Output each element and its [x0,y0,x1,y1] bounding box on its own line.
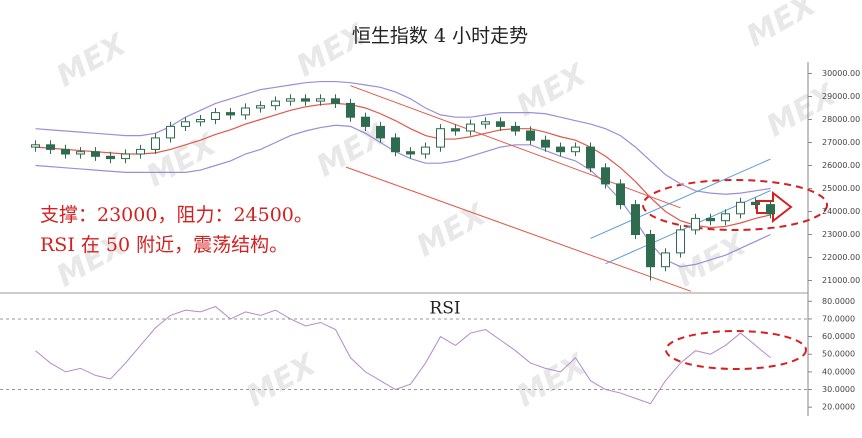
candle-body [331,98,340,104]
candle-body [496,121,505,127]
candle-body [556,146,565,153]
y-tick-label: 40.0000 [822,367,855,376]
candle-body [256,105,265,109]
candle-body [391,137,400,153]
candle-body [526,130,535,141]
candle-body [691,217,700,231]
candle-body [286,98,295,102]
y-tick-label: 30000.00 [822,69,860,78]
watermark: MEX [761,76,844,144]
candle-body [436,128,445,148]
y-tick-label: 22000.00 [822,253,860,262]
y-tick-label: 24000.00 [822,207,860,216]
candle-body [61,148,70,155]
candle-body [586,146,595,169]
trend-line [345,166,692,292]
candle-body [631,204,640,236]
candle-body [226,112,235,116]
watermark: MEX [51,26,134,94]
y-tick-label: 25000.00 [822,184,860,193]
candle-body [616,183,625,206]
candle-body [166,125,175,139]
candle-body [466,123,475,132]
candle-body [721,213,730,222]
y-tick-label: 30.0000 [822,385,855,394]
candle-body [211,112,220,120]
candle-body [406,151,415,155]
candle-body [541,139,550,148]
candle-body [31,144,40,148]
candle-body [346,102,355,118]
candle-body [271,100,280,107]
candle-body [91,151,100,157]
candle-body [766,204,775,215]
candle-body [511,125,520,132]
y-tick-label: 70.0000 [822,314,855,323]
candle-body [46,144,55,150]
candle-body [181,121,190,127]
y-tick-label: 50.0000 [822,350,855,359]
y-tick-label: 80.0000 [822,297,855,306]
chart-title: 恒生指数 4 小时走势 [352,25,528,47]
candle-body [736,201,745,215]
candle-body [661,252,670,268]
y-tick-label: 26000.00 [822,161,860,170]
y-tick-label: 21000.00 [822,276,860,285]
candle-body [601,167,610,185]
annotation: 支撑：23000，阻力：24500。 [40,204,313,226]
candle-body [751,201,760,206]
candle-body [571,146,580,153]
candle-body [376,125,385,139]
candle-body [451,128,460,132]
candle-body [121,153,130,160]
annotation: RSI 在 50 附近，震荡结构。 [40,234,288,256]
candle-body [316,98,325,102]
watermark: MEX [511,56,594,124]
highlight-ellipse [642,179,828,231]
candle-body [76,151,85,155]
y-tick-label: 27000.00 [822,138,860,147]
watermark: MEX [411,196,494,264]
highlight-ellipse [665,330,807,370]
candle-body [421,146,430,155]
candle-body [196,119,205,123]
band-line [35,102,771,229]
y-tick-label: 20.0000 [822,403,855,412]
candle-body [676,229,685,254]
y-tick-label: 23000.00 [822,230,860,239]
y-tick-label: 60.0000 [822,332,855,341]
watermark: MEX [241,346,324,414]
candle-body [136,148,145,155]
rsi-title: RSI [429,299,460,319]
candle-body [361,116,370,127]
candle-body [151,137,160,150]
trend-line [350,85,681,209]
candle-body [646,234,655,268]
candle-body [106,155,115,160]
y-tick-label: 28000.00 [822,115,860,124]
trend-line [590,158,771,239]
candle-body [301,98,310,102]
watermark: MEX [741,0,824,54]
rsi-line [35,306,771,405]
candle-body [706,217,715,222]
y-tick-label: 29000.00 [822,92,860,101]
band-line [35,80,771,195]
candle-body [241,107,250,116]
candle-body [481,121,490,125]
